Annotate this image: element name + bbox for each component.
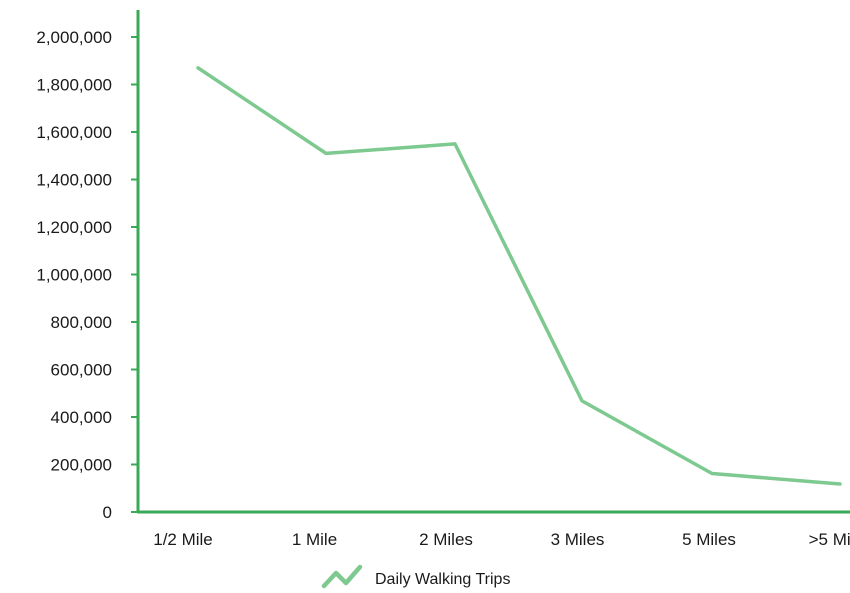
y-tick-label: 1,600,000 (36, 123, 112, 142)
data-point (711, 473, 713, 475)
x-tick-label: 3 Miles (551, 530, 605, 549)
y-tick-label: 800,000 (51, 313, 112, 332)
y-axis-ticks: 0 200,000 400,000 600,000 800,000 1,000,000 1,… (36, 28, 138, 522)
x-axis-ticks: 1/2 Mile 1 Mile 2 Miles 3 Miles 5 Miles >5 Mi… (153, 530, 850, 549)
x-tick-label: 2 Miles (419, 530, 473, 549)
data-point (197, 67, 199, 69)
legend-label-daily-walking-trips: Daily Walking Trips (375, 571, 510, 588)
x-tick-label: 5 Miles (682, 530, 736, 549)
y-tick-label: 1,200,000 (36, 218, 112, 237)
data-point (454, 143, 456, 145)
y-tick-label: 1,400,000 (36, 171, 112, 190)
data-point (325, 152, 327, 154)
legend-line-icon (321, 564, 363, 589)
y-tick-label: 200,000 (51, 456, 112, 475)
y-tick-label: 400,000 (51, 408, 112, 427)
y-tick-label: 600,000 (51, 361, 112, 380)
data-point (581, 400, 583, 402)
x-tick-label: 1 Mile (292, 530, 337, 549)
series-line-daily-walking-trips (196, 66, 842, 486)
x-tick-label: 1/2 Mile (153, 530, 213, 549)
legend: Daily Walking Trips (321, 564, 510, 589)
y-tick-label: 2,000,000 (36, 28, 112, 47)
x-tick-label: >5 Miles (809, 530, 850, 549)
y-tick-label: 1,800,000 (36, 76, 112, 95)
series-layer (196, 66, 842, 486)
data-point (839, 483, 841, 485)
y-tick-label: 1,000,000 (36, 266, 112, 285)
y-tick-label: 0 (103, 503, 112, 522)
